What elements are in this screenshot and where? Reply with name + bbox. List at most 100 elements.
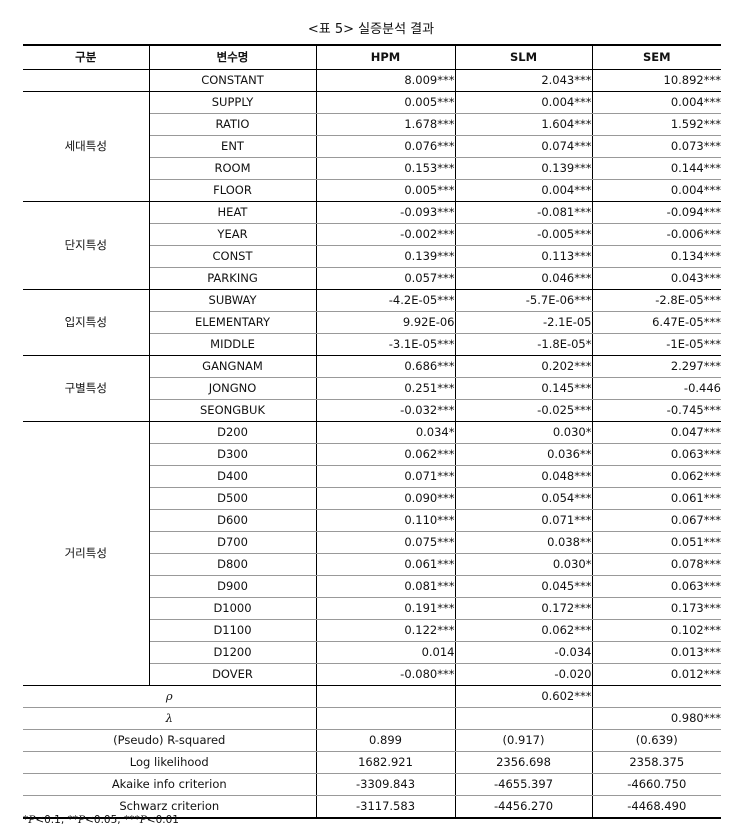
slm-value: 2.043***: [455, 69, 593, 92]
hpm-value: 0.251***: [316, 377, 456, 400]
sem-value: 0.004***: [592, 91, 721, 114]
group-label: [23, 69, 150, 92]
slm-value: -0.020: [455, 663, 593, 686]
slm-value: 0.172***: [455, 597, 593, 620]
variable-name: YEAR: [149, 223, 317, 246]
sem-value: 0.078***: [592, 553, 721, 576]
sem-value: 0.063***: [592, 575, 721, 598]
variable-name: PARKING: [149, 267, 317, 290]
slm-value: [455, 707, 593, 730]
table-row: D400 0.071*** 0.048*** 0.062***: [23, 465, 721, 488]
statistic-row: Log likelihood 1682.921 2356.698 2358.375: [23, 751, 721, 774]
table-row: D700 0.075*** 0.038** 0.051***: [23, 531, 721, 554]
hpm-value: 0.034*: [316, 421, 456, 444]
sem-value: -0.745***: [592, 399, 721, 422]
variable-name: D900: [149, 575, 317, 598]
variable-name: D800: [149, 553, 317, 576]
table-row: RATIO 1.678*** 1.604*** 1.592***: [23, 113, 721, 136]
sem-value: -0.006***: [592, 223, 721, 246]
sem-value: 0.063***: [592, 443, 721, 466]
slm-value: -0.025***: [455, 399, 593, 422]
table-row: MIDDLE -3.1E-05*** -1.8E-05* -1E-05***: [23, 333, 721, 356]
table-row: SEONGBUK -0.032*** -0.025*** -0.745***: [23, 399, 721, 422]
variable-name: D1000: [149, 597, 317, 620]
sem-value: 0.047***: [592, 421, 721, 444]
table-row: ENT 0.076*** 0.074*** 0.073***: [23, 135, 721, 158]
variable-name: D400: [149, 465, 317, 488]
table-row: 세대특성 SUPPLY 0.005*** 0.004*** 0.004***: [23, 91, 721, 202]
footnote-item: *P<0.1,: [23, 814, 65, 826]
header-category: 구분: [23, 44, 150, 70]
hpm-value: 0.061***: [316, 553, 456, 576]
table-row: PARKING 0.057*** 0.046*** 0.043***: [23, 267, 721, 290]
hpm-value: -0.093***: [316, 201, 456, 224]
slm-value: (0.917): [455, 729, 593, 752]
hpm-value: 0.076***: [316, 135, 456, 158]
slm-value: 0.036**: [455, 443, 593, 466]
slm-value: 0.048***: [455, 465, 593, 488]
slm-value: 0.113***: [455, 245, 593, 268]
sem-value: 0.144***: [592, 157, 721, 180]
statistic-row: Akaike info criterion -3309.843 -4655.397-…: [23, 773, 721, 796]
table-row: D800 0.061*** 0.030* 0.078***: [23, 553, 721, 576]
slm-value: 0.030*: [455, 421, 593, 444]
variable-name: CONST: [149, 245, 317, 268]
hpm-value: 0.139***: [316, 245, 456, 268]
table-row: CONSTANT 8.009*** 2.043*** 10.892***: [23, 69, 721, 92]
sem-value: (0.639): [592, 729, 721, 752]
slm-value: 0.030*: [455, 553, 593, 576]
group-label: 세대특성: [23, 91, 150, 202]
hpm-value: -3.1E-05***: [316, 333, 456, 356]
table-row: CONST 0.139*** 0.113*** 0.134***: [23, 245, 721, 268]
variable-name: CONSTANT: [149, 69, 317, 92]
slm-value: -0.081***: [455, 201, 593, 224]
variable-name: SUBWAY: [149, 289, 317, 312]
parameter-label: ρ: [23, 685, 317, 708]
slm-value: 0.062***: [455, 619, 593, 642]
variable-name: JONGNO: [149, 377, 317, 400]
sem-value: -0.094***: [592, 201, 721, 224]
hpm-value: 0.081***: [316, 575, 456, 598]
slm-value: 0.202***: [455, 355, 593, 378]
variable-name: D700: [149, 531, 317, 554]
hpm-value: 0.090***: [316, 487, 456, 510]
slm-value: 0.139***: [455, 157, 593, 180]
parameter-row: ρ 0.602***: [23, 685, 721, 708]
hpm-value: 1682.921: [316, 751, 456, 774]
table-row: D900 0.081*** 0.045*** 0.063***: [23, 575, 721, 598]
sem-value: 6.47E-05***: [592, 311, 721, 334]
sem-value: 0.061***: [592, 487, 721, 510]
sem-value: -2.8E-05***: [592, 289, 721, 312]
slm-value: 0.004***: [455, 179, 593, 202]
variable-name: RATIO: [149, 113, 317, 136]
sem-value: [592, 685, 721, 708]
slm-value: -1.8E-05*: [455, 333, 593, 356]
table-row: D1100 0.122*** 0.062*** 0.102***: [23, 619, 721, 642]
sem-value: 0.043***: [592, 267, 721, 290]
slm-value: 0.145***: [455, 377, 593, 400]
sem-value: 0.173***: [592, 597, 721, 620]
slm-value: 0.045***: [455, 575, 593, 598]
slm-value: 1.604***: [455, 113, 593, 136]
results-table: 구분 변수명 HPM SLM SEM CONSTANT 8.009*** 2.043…: [23, 44, 721, 819]
hpm-value: 0.071***: [316, 465, 456, 488]
sem-value: 0.067***: [592, 509, 721, 532]
statistic-label: Log likelihood: [23, 751, 317, 774]
statistic-row: (Pseudo) R-squared 0.899 (0.917) (0.639): [23, 729, 721, 752]
slm-value: 2356.698: [455, 751, 593, 774]
statistic-label: (Pseudo) R-squared: [23, 729, 317, 752]
group-label: 단지특성: [23, 201, 150, 290]
sem-value: 0.051***: [592, 531, 721, 554]
hpm-value: [316, 707, 456, 730]
sem-value: 0.012***: [592, 663, 721, 686]
footnote-item: ***P<0.01: [123, 814, 179, 826]
hpm-value: 8.009***: [316, 69, 456, 92]
sem-value: 0.102***: [592, 619, 721, 642]
hpm-value: -0.080***: [316, 663, 456, 686]
group-label: 입지특성: [23, 289, 150, 356]
sem-value: -4468.490: [592, 795, 721, 819]
slm-value: 0.071***: [455, 509, 593, 532]
sem-value: 2.297***: [592, 355, 721, 378]
sem-value: 1.592***: [592, 113, 721, 136]
